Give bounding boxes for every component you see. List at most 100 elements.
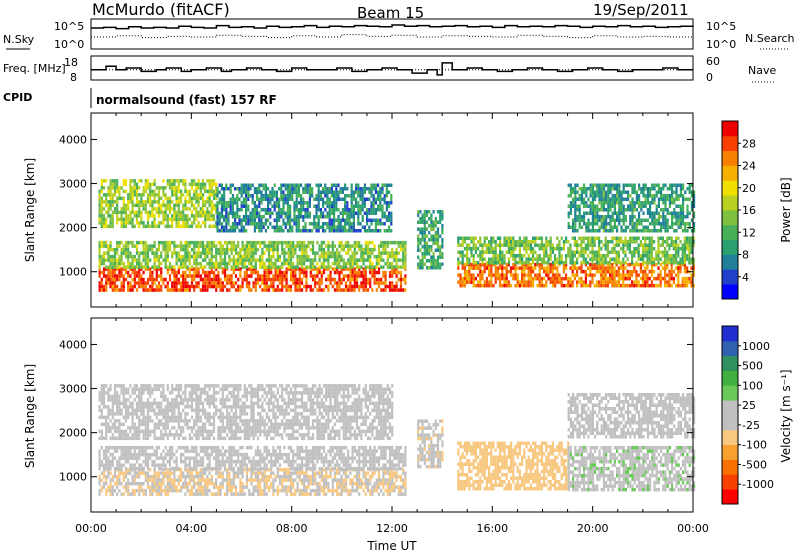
data-cell <box>116 244 119 248</box>
data-cell <box>512 250 515 254</box>
data-cell <box>135 210 139 215</box>
data-cell <box>609 276 612 281</box>
data-cell <box>567 215 570 219</box>
data-cell <box>682 197 685 201</box>
data-cell <box>600 262 603 267</box>
data-cell <box>124 270 128 275</box>
data-cell <box>142 281 145 285</box>
data-cell <box>278 201 281 205</box>
data-cell <box>236 187 239 191</box>
data-cell <box>375 288 378 292</box>
data-cell <box>212 277 216 282</box>
velocity-heatmap <box>98 384 696 496</box>
data-cell <box>122 221 125 225</box>
data-cell <box>351 244 354 248</box>
data-cell <box>135 288 139 292</box>
data-cell <box>510 243 513 247</box>
data-cell <box>377 277 381 282</box>
data-cell <box>249 215 252 219</box>
data-cell <box>248 244 251 248</box>
data-cell <box>584 276 587 281</box>
data-cell <box>637 280 640 284</box>
data-cell <box>661 236 664 240</box>
data-cell <box>133 182 136 187</box>
data-cell <box>231 183 234 187</box>
data-cell <box>98 189 101 194</box>
data-cell <box>331 277 334 282</box>
data-cell <box>348 225 351 229</box>
data-cell <box>683 240 686 244</box>
data-cell <box>585 222 588 226</box>
data-cell <box>385 229 388 233</box>
data-cell <box>379 222 382 226</box>
data-cell <box>666 211 669 215</box>
data-cell <box>640 208 643 212</box>
data-cell <box>237 261 240 266</box>
data-cell <box>628 273 631 277</box>
data-cell <box>549 269 552 274</box>
data-cell <box>466 280 469 284</box>
data-cell <box>118 288 121 292</box>
data-cell <box>499 250 502 254</box>
data-cell <box>624 250 627 254</box>
data-cell <box>569 283 572 288</box>
data-cell <box>223 261 227 266</box>
data-cell <box>490 261 493 265</box>
data-cell <box>633 225 636 229</box>
data-cell <box>111 203 114 208</box>
data-cell <box>135 217 139 222</box>
data-cell <box>540 240 543 244</box>
data-cell <box>239 270 242 275</box>
data-cell <box>576 183 579 187</box>
data-cell <box>368 197 371 201</box>
data-cell <box>688 187 691 191</box>
data-cell <box>193 214 196 218</box>
data-cell <box>127 481 130 486</box>
data-cell <box>111 196 114 201</box>
data-cell <box>505 236 508 240</box>
data-cell <box>598 187 601 191</box>
data-cell <box>294 288 297 292</box>
data-cell <box>505 273 508 277</box>
data-cell <box>388 190 391 194</box>
data-cell <box>518 240 521 244</box>
data-cell <box>540 276 543 281</box>
data-cell <box>243 270 246 275</box>
data-cell <box>616 194 619 198</box>
data-cell <box>496 236 499 240</box>
data-cell <box>223 265 227 269</box>
data-cell <box>304 211 307 215</box>
data-cell <box>373 265 376 269</box>
data-cell <box>646 250 649 254</box>
data-cell <box>324 183 327 187</box>
data-cell <box>292 270 295 275</box>
data-cell <box>404 281 407 285</box>
data-cell <box>138 265 141 269</box>
data-cell <box>111 247 114 252</box>
data-cell <box>547 276 550 281</box>
data-cell <box>333 258 337 262</box>
data-cell <box>270 244 273 248</box>
data-cell <box>171 251 174 255</box>
data-cell <box>616 229 619 233</box>
data-cell <box>195 254 198 259</box>
data-cell <box>390 201 393 205</box>
data-cell <box>283 251 286 255</box>
data-cell <box>303 244 306 248</box>
data-cell <box>292 240 295 245</box>
data-cell <box>483 236 486 240</box>
data-cell <box>428 210 431 214</box>
data-cell <box>366 258 370 262</box>
data-cell <box>171 217 174 222</box>
data-cell <box>562 262 565 267</box>
data-cell <box>155 254 158 259</box>
freq-left-tick-top: 18 <box>64 56 78 69</box>
data-cell <box>562 243 565 247</box>
data-cell <box>146 258 150 262</box>
data-cell <box>262 194 265 198</box>
data-cell <box>293 183 296 187</box>
data-cell <box>626 247 629 251</box>
data-cell <box>151 193 154 197</box>
data-cell <box>382 274 385 278</box>
data-cell <box>232 247 235 252</box>
